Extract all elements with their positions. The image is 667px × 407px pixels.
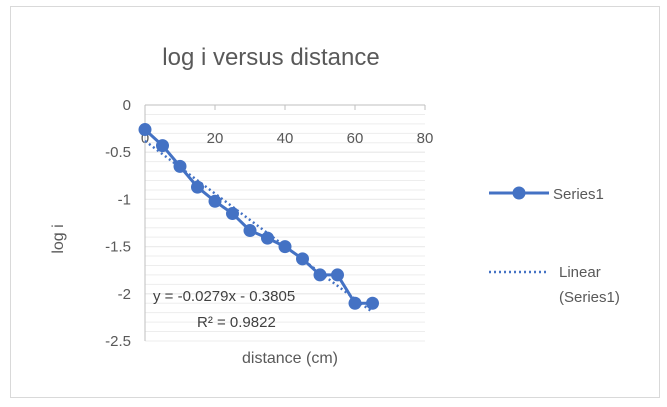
x-tick-label: 20 (207, 130, 224, 147)
legend-item-trendline: Linear (Series1) (489, 264, 620, 306)
data-point (156, 139, 169, 153)
x-tick-label: 40 (277, 130, 294, 147)
data-point (366, 296, 379, 310)
y-tick-label: -1.5 (105, 239, 131, 256)
legend-series1-label: Series1 (553, 186, 604, 203)
x-axis-title: distance (cm) (242, 350, 338, 367)
chart-frame: log i versus distance 0 -0.5 -1 -1.5 -2 -2.5 … (10, 6, 660, 398)
data-point (138, 123, 152, 137)
data-point (278, 240, 292, 254)
trendline-equation: y = -0.0279x - 0.3805 (153, 288, 295, 305)
legend-trendline-label-1: Linear (559, 264, 601, 281)
y-tick-label: -2.5 (105, 333, 131, 350)
series1-points (138, 123, 379, 310)
legend-trendline-label-2: (Series1) (559, 289, 620, 306)
data-point (296, 252, 309, 266)
data-point (348, 296, 362, 310)
y-tick-labels: 0 -0.5 -1 -1.5 -2 -2.5 (105, 97, 131, 350)
x-tick-labels: 0 20 40 60 80 (141, 105, 434, 147)
data-point (313, 268, 327, 282)
data-point (173, 159, 187, 173)
y-axis-title: log i (50, 224, 67, 253)
chart: log i versus distance 0-0.5-1-1.5-2-2.5 … (50, 44, 620, 367)
data-point (208, 194, 222, 208)
data-point (243, 224, 257, 238)
legend-series1-marker (512, 186, 526, 200)
y-tick-label: 0 (123, 97, 131, 114)
data-point (261, 231, 274, 245)
trendline-r-squared: R² = 0.9822 (197, 314, 276, 331)
x-tick-label: 60 (347, 130, 364, 147)
y-tick-label: -0.5 (105, 144, 131, 161)
y-tick-label: -1 (118, 191, 131, 208)
legend-item-series1: Series1 (489, 186, 604, 203)
data-point (331, 268, 344, 282)
x-tick-label: 80 (417, 130, 434, 147)
minor-grid-lines (145, 104, 425, 342)
data-point (226, 207, 239, 221)
y-tick-label: -2 (118, 286, 131, 303)
chart-title: log i versus distance (162, 44, 379, 71)
data-point (191, 180, 204, 194)
legend: Series1 Linear (Series1) (489, 186, 620, 306)
